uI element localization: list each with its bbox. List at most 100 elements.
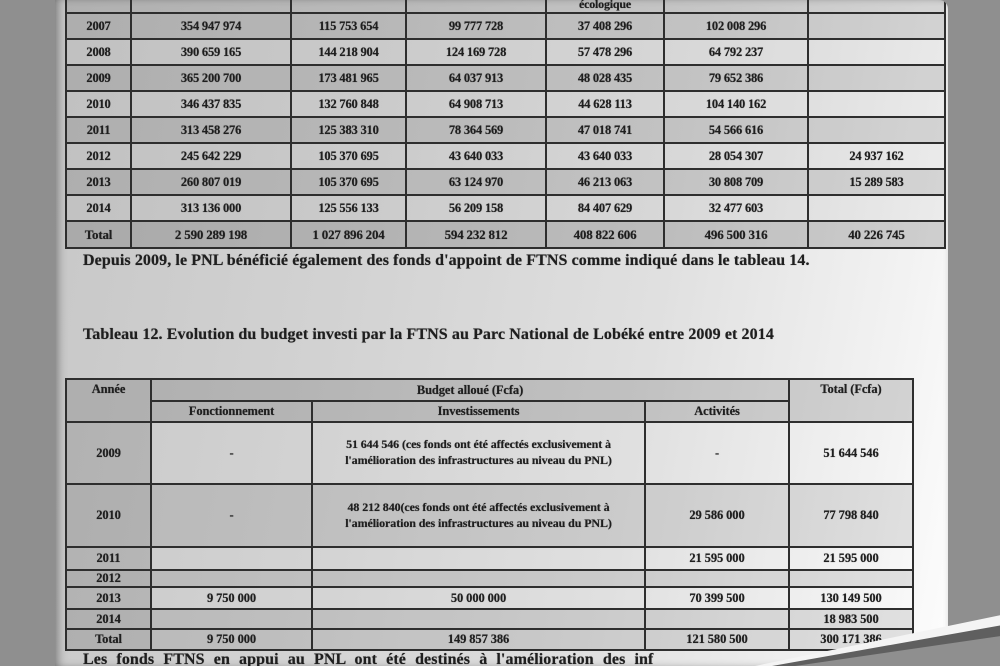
tableau12-title: Tableau 12. Evolution du budget investi …: [83, 326, 774, 343]
table-row: 2014 18 983 500: [65, 608, 914, 630]
value-cell: 64 037 913: [405, 64, 547, 92]
table-cell: [405, 0, 547, 14]
table-cell: [663, 0, 809, 14]
value-cell: 84 407 629: [545, 194, 665, 222]
value-cell: 29 586 000: [644, 483, 790, 548]
ftns-budget-table: Année Budget alloué (Fcfa) Total (Fcfa) …: [65, 378, 914, 651]
value-cell: [311, 569, 646, 588]
value-cell: 149 857 386: [311, 628, 646, 651]
value-cell: 313 136 000: [130, 194, 292, 222]
value-cell: [311, 546, 646, 571]
value-cell: 15 289 583: [807, 168, 946, 196]
year-cell: 2014: [65, 608, 152, 630]
table-row: 2013 260 807 019 105 370 695 63 124 970 …: [65, 168, 946, 196]
table-row: 2014 313 136 000 125 556 133 56 209 158 …: [65, 194, 946, 222]
year-cell: Total: [65, 628, 152, 651]
value-cell: 40 226 745: [807, 220, 946, 249]
year-cell: 2009: [65, 421, 152, 485]
value-cell: [150, 546, 313, 571]
year-cell: 2012: [65, 142, 132, 170]
table-cell: [290, 0, 407, 14]
value-cell: [807, 116, 946, 144]
year-cell: 2011: [65, 116, 132, 144]
value-cell: 70 399 500: [644, 586, 790, 610]
value-cell: [807, 38, 946, 66]
value-cell: 21 595 000: [644, 546, 790, 571]
value-cell: 54 566 616: [663, 116, 809, 144]
value-cell: 144 218 904: [290, 38, 407, 66]
value-cell: [807, 194, 946, 222]
year-cell: 2013: [65, 586, 152, 610]
value-cell: 56 209 158: [405, 194, 547, 222]
table-cell: [65, 0, 132, 14]
value-cell: 50 000 000: [311, 586, 646, 610]
value-cell: 125 383 310: [290, 116, 407, 144]
table-row: 2012 245 642 229 105 370 695 43 640 033 …: [65, 142, 946, 170]
value-cell: 48 028 435: [545, 64, 665, 92]
value-cell: 64 908 713: [405, 90, 547, 118]
value-cell: 9 750 000: [150, 628, 313, 651]
value-cell: 21 595 000: [788, 546, 914, 571]
value-cell: 78 364 569: [405, 116, 547, 144]
value-cell: -: [644, 421, 790, 485]
header-fonctionnement: Fonctionnement: [150, 400, 313, 423]
year-cell: 2014: [65, 194, 132, 222]
value-cell: 354 947 974: [130, 12, 292, 40]
table-total-row: Total 2 590 289 198 1 027 896 204 594 23…: [65, 220, 946, 249]
table-cell: [130, 0, 292, 14]
value-cell: 130 149 500: [788, 586, 914, 610]
value-cell: 594 232 812: [405, 220, 547, 249]
value-cell: 77 798 840: [788, 483, 914, 548]
header-investissements: Investissements: [311, 400, 646, 423]
value-cell: 30 808 709: [663, 168, 809, 196]
value-cell: 365 200 700: [130, 64, 292, 92]
value-cell: 28 054 307: [663, 142, 809, 170]
value-cell: 132 760 848: [290, 90, 407, 118]
value-cell: 44 628 113: [545, 90, 665, 118]
value-cell: 102 008 296: [663, 12, 809, 40]
value-cell: 115 753 654: [290, 12, 407, 40]
year-cell: 2012: [65, 569, 152, 588]
value-cell: 390 659 165: [130, 38, 292, 66]
value-cell: 408 822 606: [545, 220, 665, 249]
document-page: écologique 2007 354 947 974 115 753 654 …: [55, 0, 948, 666]
value-cell: 124 169 728: [405, 38, 547, 66]
value-cell: 125 556 133: [290, 194, 407, 222]
bottom-paragraph: Les fonds FTNS en appui au PNL ont été d…: [83, 651, 654, 666]
value-cell: 24 937 162: [807, 142, 946, 170]
value-cell: [788, 569, 914, 588]
table-cell: écologique: [545, 0, 665, 14]
value-cell: 64 792 237: [663, 38, 809, 66]
value-cell: [644, 608, 790, 630]
header-annee: Année: [65, 378, 152, 423]
value-cell: 32 477 603: [663, 194, 809, 222]
value-cell: 2 590 289 198: [130, 220, 292, 249]
value-cell: 105 370 695: [290, 142, 407, 170]
value-cell: 47 018 741: [545, 116, 665, 144]
table-row: 2009 - 51 644 546 (ces fonds ont été aff…: [65, 421, 914, 485]
table-row: 2013 9 750 000 50 000 000 70 399 500 130…: [65, 586, 914, 610]
table-row: 2007 354 947 974 115 753 654 99 777 728 …: [65, 12, 946, 40]
value-cell: -: [150, 421, 313, 485]
year-cell: Total: [65, 220, 132, 249]
value-cell: 18 983 500: [788, 608, 914, 630]
table-subheader-row: Fonctionnement Investissements Activités: [66, 400, 913, 423]
table-row: 2009 365 200 700 173 481 965 64 037 913 …: [65, 64, 946, 92]
value-cell: 63 124 970: [405, 168, 547, 196]
year-cell: 2010: [65, 90, 132, 118]
value-cell: -: [150, 483, 313, 548]
value-cell: [150, 569, 313, 588]
value-cell: 79 652 386: [663, 64, 809, 92]
value-cell: 48 212 840(ces fonds ont été affectés ex…: [311, 483, 646, 548]
value-cell: 1 027 896 204: [290, 220, 407, 249]
year-cell: 2008: [65, 38, 132, 66]
value-cell: 9 750 000: [150, 586, 313, 610]
value-cell: [150, 608, 313, 630]
table-row: écologique: [65, 0, 946, 14]
value-cell: 43 640 033: [545, 142, 665, 170]
year-cell: 2010: [65, 483, 152, 548]
value-cell: 43 640 033: [405, 142, 547, 170]
table-cell: [807, 0, 946, 14]
table-row: 2008 390 659 165 144 218 904 124 169 728…: [65, 38, 946, 66]
